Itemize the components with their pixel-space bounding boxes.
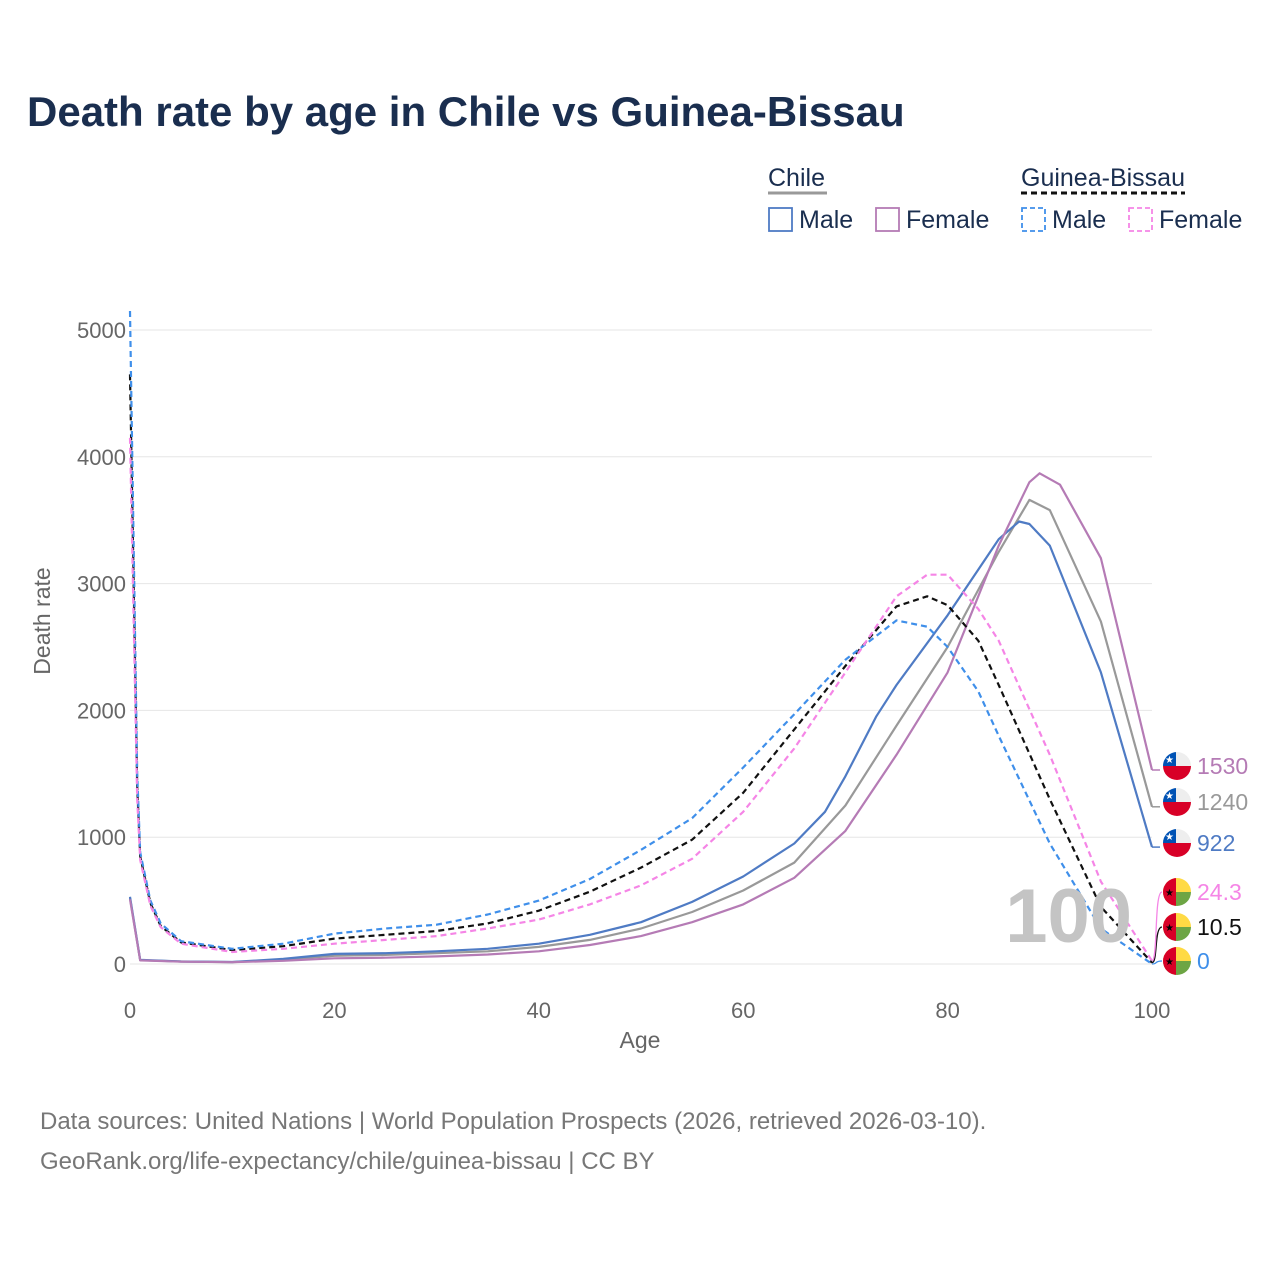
- chile-flag-icon: ★: [1163, 752, 1191, 780]
- chile-flag-icon: ★: [1163, 788, 1191, 816]
- end-label-chile-male: ★ 922: [1152, 829, 1235, 857]
- legend-label-female: Female: [1159, 206, 1242, 234]
- x-tick-label-0: 0: [124, 998, 136, 1023]
- y-axis-title: Death rate: [29, 567, 55, 674]
- end-labels: ★ 1240★ 922★ 1530★ 10.5★ 0★ 24.3: [1151, 752, 1248, 975]
- footer-link[interactable]: GeoRank.org/life-expectancy/chile/guinea…: [40, 1148, 655, 1175]
- legend-label-female: Female: [906, 206, 989, 234]
- end-value-label: 1240: [1197, 789, 1248, 815]
- series-line-guinea-bissau-total: [128, 374, 1153, 964]
- end-label-guinea-bissau-total: ★ 10.5: [1151, 913, 1242, 964]
- end-label-chile-female: ★ 1530: [1152, 752, 1248, 780]
- connector: [1151, 926, 1163, 964]
- svg-text:★: ★: [1165, 832, 1174, 843]
- x-tick-label-100: 100: [1134, 998, 1171, 1023]
- legend: Chile Male Female Guinea-Bissau Male Female: [768, 164, 1242, 234]
- end-label-guinea-bissau-male: ★ 0: [1151, 947, 1210, 975]
- series-line-chile-female: [128, 472, 1154, 964]
- legend-swatch-male: [1021, 207, 1046, 232]
- legend-group-chile: Chile Male Female: [768, 164, 989, 234]
- series-layer: [128, 310, 1154, 965]
- x-tick-label-60: 60: [731, 998, 755, 1023]
- series-line-chile-total: [128, 498, 1154, 964]
- guinea-bissau-flag-icon: ★: [1163, 947, 1191, 975]
- legend-label-male: Male: [1052, 206, 1106, 234]
- legend-group-title: Guinea-Bissau: [1021, 164, 1185, 192]
- y-tick-label-3000: 3000: [77, 572, 126, 597]
- svg-text:★: ★: [1165, 923, 1174, 934]
- footer-sources: Data sources: United Nations | World Pop…: [40, 1108, 987, 1135]
- year-watermark: 100: [1005, 874, 1132, 959]
- end-label-guinea-bissau-female: ★ 24.3: [1151, 878, 1242, 962]
- guinea-bissau-flag-icon: ★: [1163, 878, 1191, 906]
- end-value-label: 0: [1197, 948, 1210, 974]
- x-tick-label-40: 40: [527, 998, 551, 1023]
- guinea-bissau-flag-icon: ★: [1163, 913, 1191, 941]
- chile-flag-icon: ★: [1163, 829, 1191, 857]
- legend-swatch-female: [875, 207, 900, 232]
- svg-text:★: ★: [1165, 755, 1174, 766]
- end-value-label: 1530: [1197, 753, 1248, 779]
- svg-text:★: ★: [1165, 791, 1174, 802]
- connector: [1151, 960, 1163, 965]
- end-value-label: 24.3: [1197, 879, 1242, 905]
- x-tick-label-80: 80: [935, 998, 959, 1023]
- legend-swatch-male: [768, 207, 793, 232]
- series-line-guinea-bissau-female: [128, 437, 1153, 962]
- end-value-label: 922: [1197, 830, 1235, 856]
- legend-group-title: Chile: [768, 164, 825, 192]
- y-tick-label-4000: 4000: [77, 445, 126, 470]
- svg-text:★: ★: [1165, 957, 1174, 968]
- legend-label-male: Male: [799, 206, 853, 234]
- legend-swatch-female: [1128, 207, 1153, 232]
- grid: 0 1000 2000 3000 4000 5000 0 20 40 60 80 100: [77, 318, 1170, 1023]
- end-value-label: 10.5: [1197, 914, 1242, 940]
- x-tick-label-20: 20: [322, 998, 346, 1023]
- page-title: Death rate by age in Chile vs Guinea-Bis…: [27, 88, 905, 135]
- x-axis-title: Age: [620, 1027, 661, 1053]
- series-line-guinea-bissau-male: [128, 310, 1153, 965]
- series-line-chile-male: [128, 520, 1154, 964]
- end-label-chile-total: ★ 1240: [1152, 788, 1248, 816]
- legend-group-guinea-bissau: Guinea-Bissau Male Female: [1021, 164, 1242, 234]
- connector: [1151, 891, 1163, 962]
- y-tick-label-0: 0: [114, 952, 126, 977]
- y-tick-label-1000: 1000: [77, 825, 126, 850]
- y-tick-label-5000: 5000: [77, 318, 126, 343]
- svg-text:★: ★: [1165, 888, 1174, 899]
- y-tick-label-2000: 2000: [77, 698, 126, 723]
